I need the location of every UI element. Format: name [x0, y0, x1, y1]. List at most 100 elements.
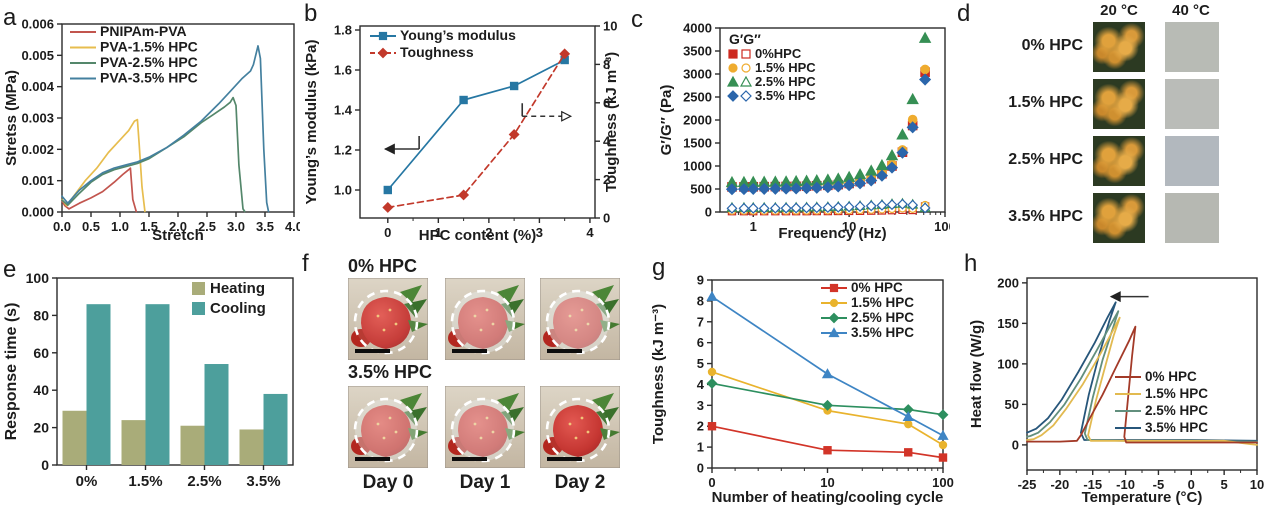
series-group [61, 45, 270, 213]
svg-text:1.6: 1.6 [334, 63, 352, 78]
svg-text:-15: -15 [1083, 477, 1102, 492]
gel-photo-40c [1165, 193, 1219, 243]
svg-text:0.0: 0.0 [53, 219, 71, 234]
svg-text:Stretss (MPa): Stretss (MPa) [3, 70, 20, 166]
svg-text:PNIPAm-PVA: PNIPAm-PVA [100, 23, 187, 39]
svg-text:1.5% HPC: 1.5% HPC [755, 60, 816, 75]
chart-h: -25 -20 -15 -10 -5 0 5 10050100150200Temperatur… [968, 275, 1264, 506]
svg-text:0: 0 [1012, 437, 1019, 452]
panel-letter-e: e [3, 256, 17, 283]
svg-text:10: 10 [842, 219, 856, 234]
axes: 0 1 2 3 4 1.0 1.2 1.4 1.6 1.8 0 2 4 6 8 10 HPC content (… [303, 19, 620, 245]
strawberry-cell [347, 385, 429, 469]
svg-text:Frequency (Hz): Frequency (Hz) [778, 225, 886, 242]
hpc-row-label: 0% HPC [1021, 37, 1083, 54]
chart-a: 0.0 0.5 1.0 1.5 2.0 2.5 3.0 3.5 4.0 0.000 0.001 0.0… [3, 17, 303, 245]
day-column-label: Day 1 [459, 472, 511, 493]
panel-g: g 0 10 100 0 1 2 3 4 5 6 7 8 9 Number of heating/cool… [645, 250, 970, 508]
svg-text:1.5: 1.5 [140, 219, 158, 234]
svg-text:2000: 2000 [683, 113, 712, 128]
legend: Heating Cooling [192, 280, 266, 317]
gel-photo-20c [1093, 136, 1145, 186]
svg-text:100: 100 [934, 219, 950, 234]
svg-text:0.004: 0.004 [21, 79, 54, 94]
hpc-row-label: 0% HPC [348, 256, 418, 276]
svg-text:20: 20 [33, 420, 49, 436]
svg-text:5: 5 [1221, 477, 1228, 492]
strawberry-photo [347, 385, 429, 469]
svg-text:3: 3 [697, 398, 704, 413]
svg-text:9: 9 [697, 273, 704, 288]
axes: 11010005001000150020002500300035004000Fr… [658, 21, 956, 243]
svg-text:3000: 3000 [683, 67, 712, 82]
svg-text:2.5% HPC: 2.5% HPC [1145, 403, 1208, 418]
svg-text:0: 0 [708, 475, 715, 490]
gel-photo-20c [1093, 22, 1145, 72]
svg-text:0%HPC: 0%HPC [755, 46, 802, 61]
chart-e: 0 20 40 60 80 100 Response time (s) 0% 1.5% 2.5% 3… [3, 270, 294, 490]
gel-photo-20c [1093, 193, 1145, 243]
hpc-row-label: 2.5% HPC [1008, 151, 1083, 168]
series-group [725, 31, 932, 216]
svg-text:2.0: 2.0 [169, 219, 187, 234]
svg-text:8: 8 [603, 57, 610, 72]
svg-text:Toughness (kJ m⁻³): Toughness (kJ m⁻³) [603, 52, 620, 192]
svg-text:2: 2 [697, 419, 704, 434]
svg-text:3: 3 [536, 225, 543, 240]
strawberry-cell [444, 385, 526, 469]
chart-b: 0 1 2 3 4 1.0 1.2 1.4 1.6 1.8 0 2 4 6 8 10 HPC content (… [303, 19, 620, 245]
svg-text:10: 10 [603, 19, 617, 34]
panel-letter-b: b [304, 0, 318, 27]
arrow-annotation [383, 136, 420, 155]
panel-letter-h: h [964, 250, 978, 277]
hpc-row-label: 3.5% HPC [348, 362, 433, 382]
svg-text:80: 80 [33, 307, 49, 323]
svg-text:Temperature (°C): Temperature (°C) [1082, 489, 1203, 506]
svg-text:40: 40 [33, 382, 49, 398]
svg-text:0%: 0% [76, 473, 98, 490]
svg-text:0: 0 [705, 205, 712, 220]
strawberry-cell [347, 277, 429, 361]
svg-text:6: 6 [603, 95, 610, 110]
svg-text:1.8: 1.8 [334, 23, 352, 38]
svg-text:150: 150 [997, 316, 1019, 331]
svg-text:3500: 3500 [683, 44, 712, 59]
svg-text:3.5% HPC: 3.5% HPC [851, 325, 914, 340]
gel-photo-20c [1093, 79, 1145, 129]
svg-text:500: 500 [690, 182, 712, 197]
svg-text:Stretch: Stretch [152, 227, 204, 244]
chart-c: 11010005001000150020002500300035004000Fr… [658, 21, 956, 243]
svg-text:Response time (s): Response time (s) [3, 303, 20, 441]
svg-text:0.5: 0.5 [82, 219, 100, 234]
svg-text:-5: -5 [1153, 477, 1165, 492]
svg-text:1000: 1000 [683, 159, 712, 174]
strawberry-photo [539, 277, 621, 361]
gel-photo-40c [1165, 22, 1219, 72]
axes: 0 10 100 0 1 2 3 4 5 6 7 8 9 Number of heating/coolin… [650, 273, 954, 507]
svg-text:10: 10 [1250, 477, 1264, 492]
arrow-annotation [1109, 291, 1149, 303]
svg-text:3.5: 3.5 [256, 219, 274, 234]
strawberry-cell [539, 385, 621, 469]
temp-column-header: 40 °C [1172, 2, 1210, 19]
svg-text:2.5% HPC: 2.5% HPC [851, 310, 914, 325]
svg-text:50: 50 [1005, 397, 1019, 412]
svg-text:3.5% HPC: 3.5% HPC [755, 88, 816, 103]
svg-text:PVA-1.5% HPC: PVA-1.5% HPC [100, 39, 198, 55]
panel-letter-a: a [3, 4, 17, 31]
svg-text:0.005: 0.005 [21, 48, 54, 63]
svg-text:2.5: 2.5 [198, 219, 216, 234]
strawberry-photo [444, 385, 526, 469]
svg-text:4: 4 [586, 225, 594, 240]
svg-text:-10: -10 [1116, 477, 1135, 492]
svg-text:3.5% HPC: 3.5% HPC [1145, 420, 1208, 435]
panel-b: b 0 1 2 3 4 1.0 1.2 1.4 1.6 1.8 0 2 4 6 8 10 HPC content… [300, 0, 625, 245]
svg-text:1.4: 1.4 [334, 103, 353, 118]
day-column-label: Day 0 [362, 472, 414, 493]
gel-photo-40c [1165, 79, 1219, 129]
svg-text:0: 0 [697, 461, 704, 476]
svg-text:0.000: 0.000 [21, 205, 54, 220]
svg-text:4: 4 [697, 377, 705, 392]
